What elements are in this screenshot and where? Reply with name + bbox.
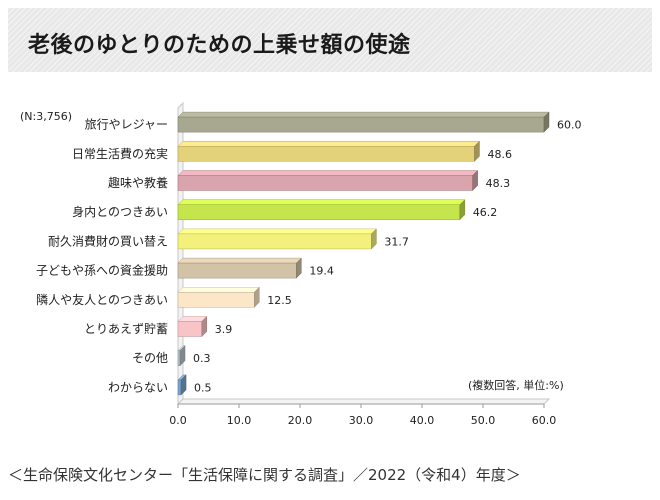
bar-chart: (N:3,756) (複数回答, 単位:%) 0.0 10.0 20.0 30.0 40… [20,101,582,427]
data-label: 46.2 [473,206,498,219]
bar-end-face [254,286,260,308]
data-label: 48.6 [487,148,512,161]
bar-end-face [371,228,377,250]
bar [177,116,545,133]
data-label: 0.3 [193,352,211,365]
bar [177,262,297,279]
title-banner: 老後のゆとりのための上乗せ額の使途 [8,8,652,72]
bar [177,350,181,366]
x-tick-label: 0.0 [169,414,187,427]
category-label: その他 [132,351,168,365]
data-label: 12.5 [267,294,292,307]
bar-end-face [201,315,208,338]
category-label: 身内とのつきあい [72,204,168,219]
x-tick-label: 30.0 [349,414,374,427]
category-label: 日常生活費の充実 [72,146,168,161]
bar-end-face [472,169,478,192]
data-label: 48.3 [486,177,511,190]
bar [177,321,203,337]
category-label: 旅行やレジャー [85,118,168,132]
data-label: 3.9 [215,323,233,336]
data-label: 60.0 [557,119,582,132]
bar [177,292,255,308]
bar-end-face [474,140,480,162]
plot-area: 0.0 10.0 20.0 30.0 40.0 50.0 60.0 旅行やレジャー 60.0 日常… [36,101,582,427]
data-label: 0.5 [194,381,212,394]
category-label: 子どもや孫への資金援助 [36,263,168,278]
bar-top-face [177,111,550,118]
bar [177,146,475,162]
source-note: ＜生命保険文化センター「生活保障に関する調査」／2022（令和4）年度＞ [8,466,521,484]
x-tick-label: 60.0 [532,414,557,427]
x-tick-label: 10.0 [227,414,252,427]
page-title: 老後のゆとりのための上乗せ額の使途 [28,33,411,58]
category-label: とりあえず貯蓄 [84,322,168,336]
bar [177,379,182,396]
bar [177,233,372,250]
x-tick-label: 50.0 [471,414,496,427]
bar-top-face [177,257,302,264]
chart-area: (N:3,756) (複数回答, 単位:%) 0.0 10.0 20.0 30.0 40… [8,92,652,452]
category-label: 隣人や友人とのつきあい [36,292,168,307]
bar-top-face [177,199,466,205]
bar [177,175,473,191]
unit-note: (複数回答, 単位:%) [468,378,564,392]
category-label: わからない [108,380,168,394]
chart-floor [176,398,551,405]
category-label: 趣味や教養 [108,175,168,190]
bar-top-face [177,287,260,293]
bar-end-face [459,199,466,221]
x-tick-label: 20.0 [288,414,313,427]
bar-end-face [543,111,550,133]
bar [177,204,461,220]
bar-top-face [177,228,377,235]
bar-end-face [296,257,302,279]
sample-size-note: (N:3,756) [20,110,72,123]
data-label: 31.7 [384,235,409,248]
data-label: 19.4 [309,265,334,278]
category-label: 耐久消費財の買い替え [48,233,168,248]
bar-end-face [179,345,186,367]
bar-top-face [177,170,479,176]
bar-end-face [180,374,187,396]
x-tick-label: 40.0 [410,414,435,427]
bar-top-face [177,141,481,147]
